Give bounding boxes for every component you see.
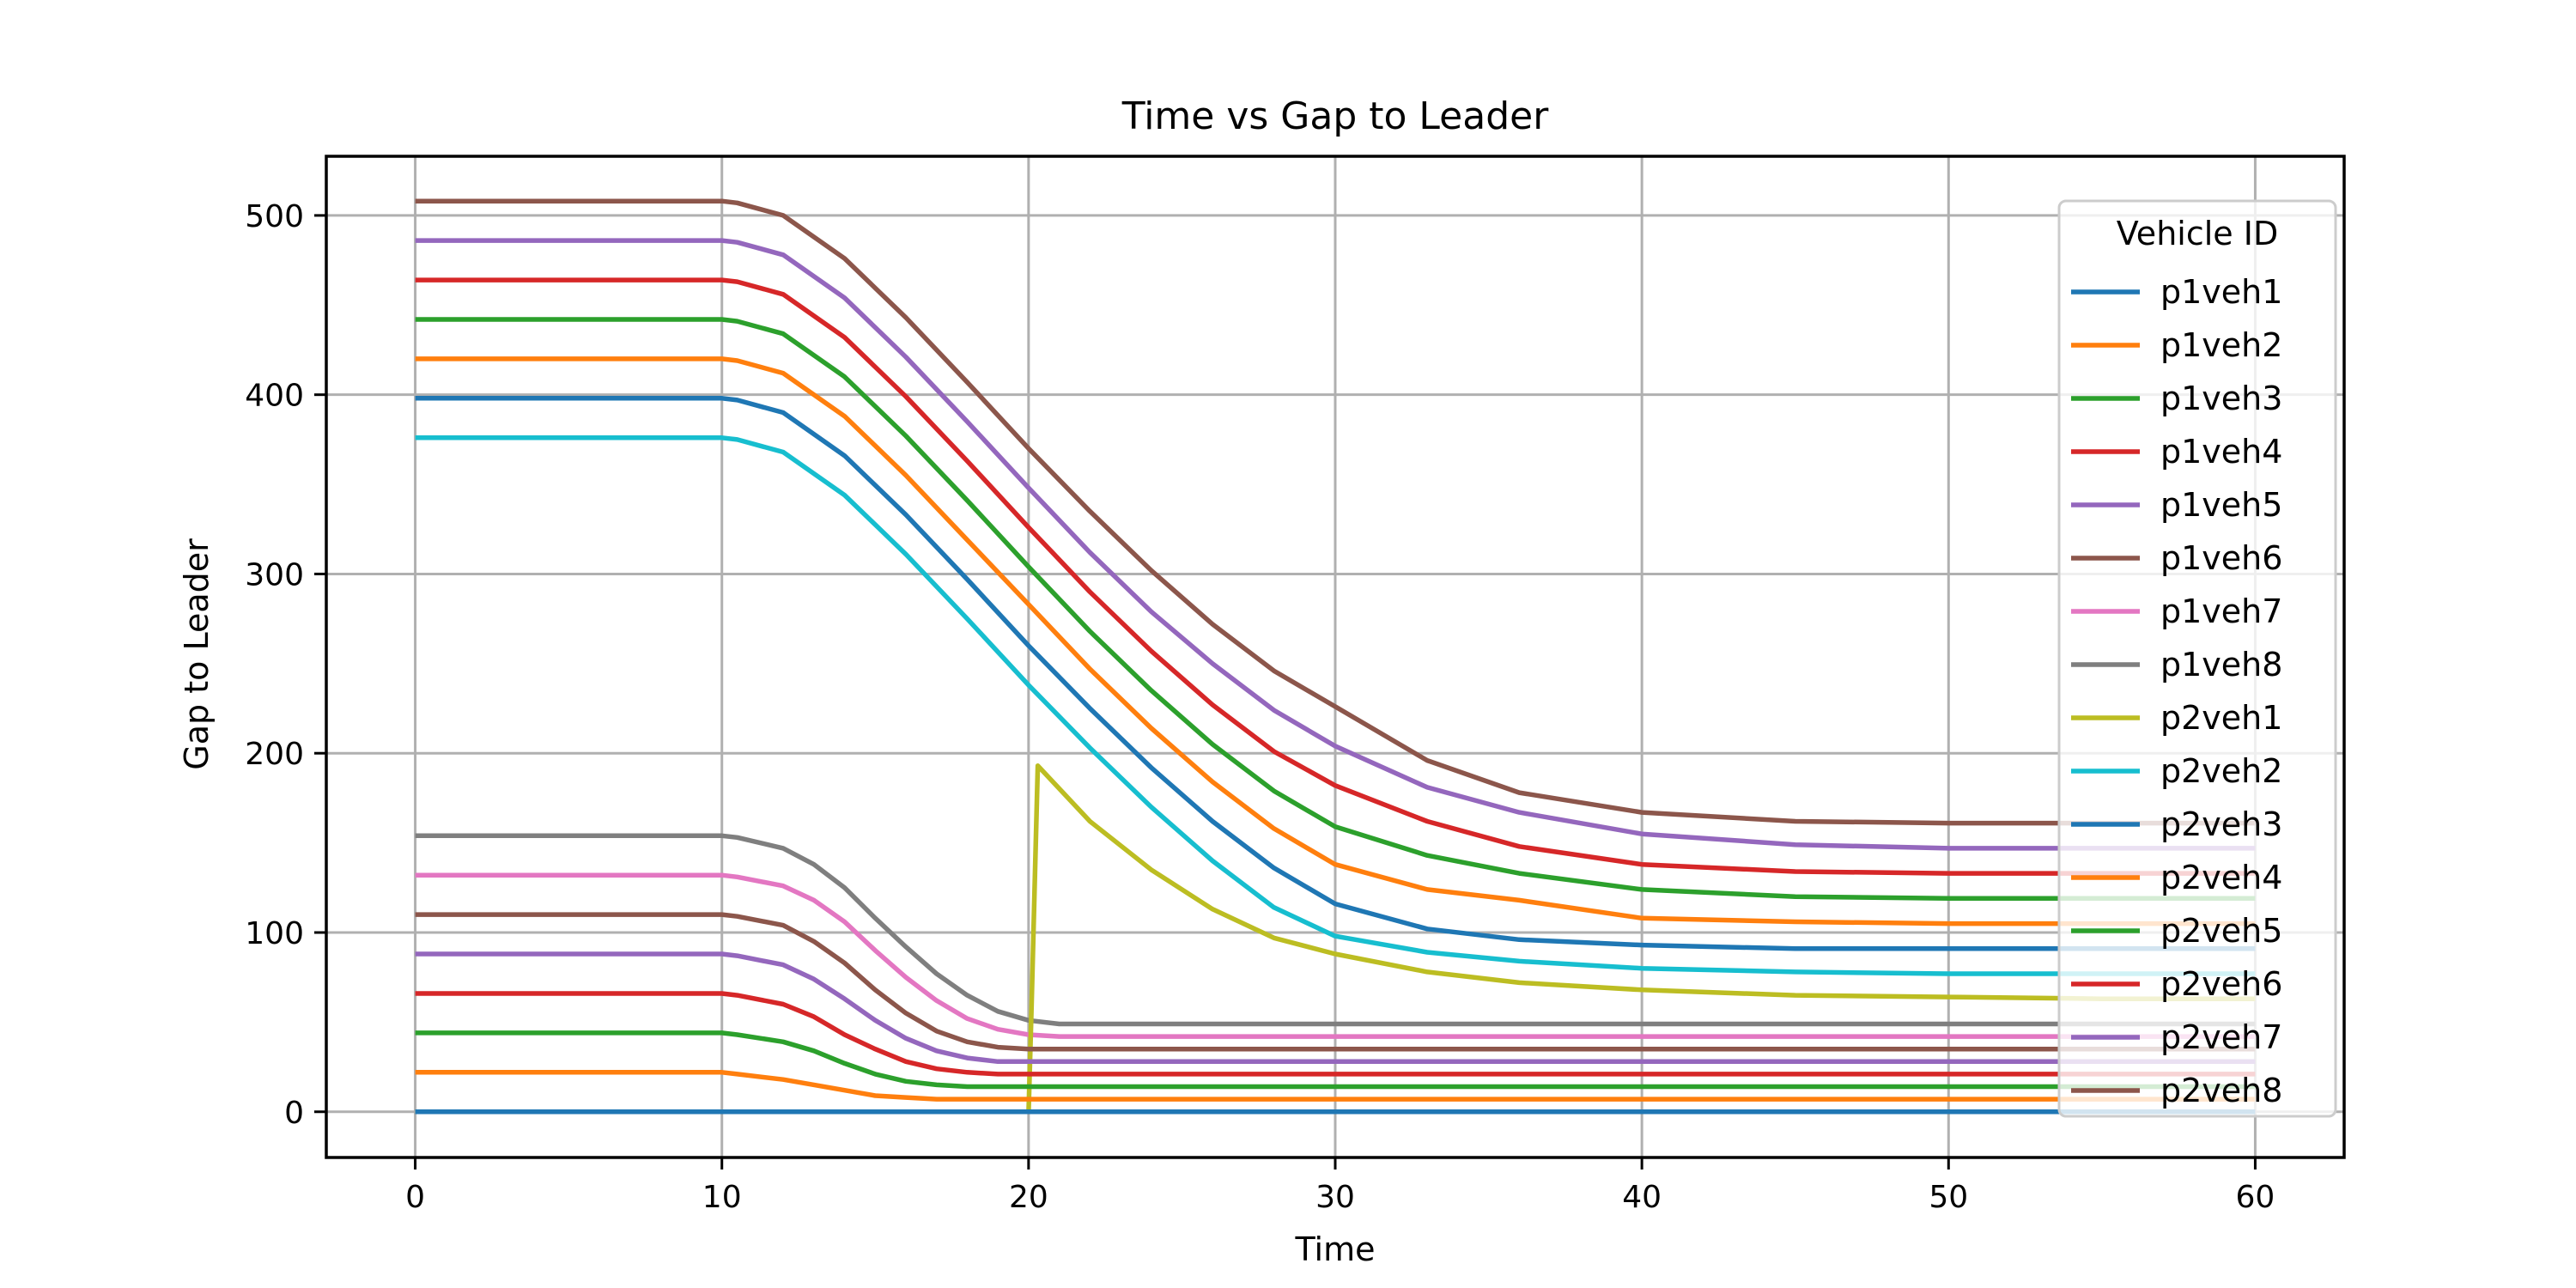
- legend-label-p1veh2: p1veh2: [2160, 326, 2282, 364]
- series-line-p2veh1: [415, 763, 2256, 1115]
- legend-label-p1veh7: p1veh7: [2160, 592, 2282, 630]
- legend-label-p1veh6: p1veh6: [2160, 539, 2282, 577]
- legend-label-p2veh3: p2veh3: [2160, 805, 2282, 843]
- legend-label-p1veh1: p1veh1: [2160, 273, 2282, 311]
- legend-label-p2veh8: p2veh8: [2160, 1072, 2282, 1109]
- legend-title: Vehicle ID: [2117, 215, 2278, 252]
- y-axis-label: Gap to Leader: [178, 538, 216, 770]
- series-line-p2veh6: [415, 991, 2256, 1077]
- x-tick-label: 50: [1929, 1180, 1968, 1215]
- legend-label-p2veh6: p2veh6: [2160, 965, 2282, 1003]
- series-lines: [415, 198, 2256, 1115]
- series-line-p2veh7: [415, 951, 2256, 1065]
- x-axis-label: Time: [1295, 1230, 1376, 1268]
- x-tick-label: 20: [1009, 1180, 1048, 1215]
- series-line-p1veh2: [415, 356, 2256, 927]
- x-tick-label: 40: [1622, 1180, 1662, 1215]
- series-line-p1veh8: [415, 833, 2256, 1027]
- x-tick-label: 60: [2236, 1180, 2275, 1215]
- legend-label-p1veh5: p1veh5: [2160, 486, 2282, 524]
- x-tick-label: 10: [702, 1180, 742, 1215]
- series-line-p1veh3: [415, 317, 2256, 902]
- series-line-p2veh8: [415, 912, 2256, 1052]
- series-line-p2veh5: [415, 1030, 2256, 1090]
- series-line-p1veh4: [415, 277, 2256, 876]
- y-tick-label: 400: [245, 379, 304, 414]
- y-tick-label: 500: [245, 199, 304, 234]
- y-tick-label: 300: [245, 557, 304, 592]
- y-tick-label: 200: [245, 737, 304, 772]
- y-tick-label: 100: [245, 916, 304, 951]
- series-line-p2veh4: [415, 1070, 2256, 1102]
- legend-box: [2057, 199, 2337, 1118]
- x-axis-ticks: 0 10 20 30 40 50 60: [405, 1157, 2275, 1215]
- x-tick-label: 30: [1315, 1180, 1355, 1215]
- legend-label-p2veh1: p2veh1: [2160, 699, 2282, 737]
- series-line-p1veh6: [415, 198, 2256, 826]
- series-line-p2veh2: [415, 435, 2256, 976]
- grid: [326, 156, 2344, 1157]
- series-line-p1veh5: [415, 238, 2256, 851]
- legend-label-p2veh5: p2veh5: [2160, 912, 2282, 950]
- chart-title: Time vs Gap to Leader: [1121, 94, 1550, 138]
- legend-label-p2veh2: p2veh2: [2160, 752, 2282, 790]
- series-line-p1veh7: [415, 872, 2256, 1039]
- series-line-p1veh1: [415, 396, 2256, 951]
- legend-label-p1veh4: p1veh4: [2160, 433, 2282, 471]
- x-tick-label: 0: [405, 1180, 425, 1215]
- legend-label-p1veh3: p1veh3: [2160, 380, 2282, 417]
- y-tick-label: 0: [284, 1096, 304, 1131]
- y-axis-ticks: 0 100 200 300 400 500: [245, 199, 326, 1131]
- legend-label-p2veh4: p2veh4: [2160, 859, 2282, 896]
- legend: Vehicle ID p1veh1 p1veh2 p1veh3 p1veh4 p1veh5…: [2057, 199, 2337, 1118]
- legend-label-p1veh8: p1veh8: [2160, 646, 2282, 683]
- legend-label-p2veh7: p2veh7: [2160, 1018, 2282, 1056]
